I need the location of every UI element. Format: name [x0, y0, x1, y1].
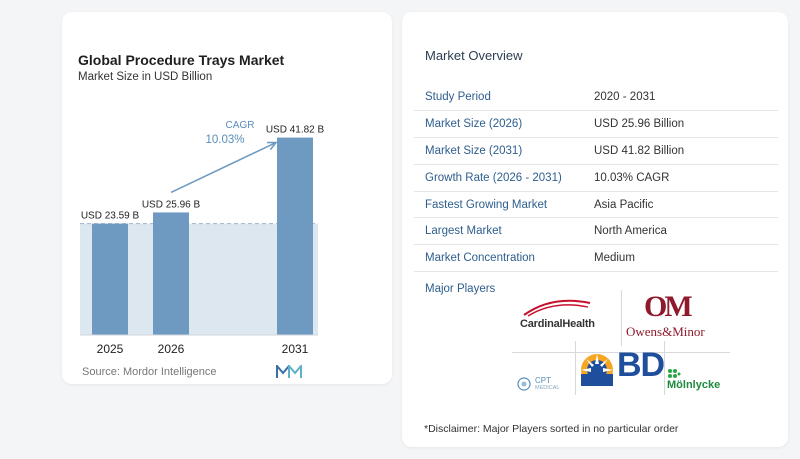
- molnlycke-dots-icon: [668, 369, 681, 378]
- x-tick-label: 2025: [97, 342, 124, 356]
- x-tick-label: 2026: [158, 342, 185, 356]
- disclaimer: *Disclaimer: Major Players sorted in no …: [424, 423, 679, 435]
- overview-table: Study Period 2020 - 2031 Market Size (202…: [414, 84, 778, 273]
- row-value: USD 25.96 Billion: [582, 110, 778, 139]
- bd-sunburst-icon: [581, 354, 613, 386]
- data-label: USD 25.96 B: [142, 199, 201, 210]
- cagr-label: CAGR: [226, 120, 255, 131]
- row-label: Growth Rate (2026 - 2031): [414, 164, 582, 192]
- bd-wordmark: BD: [617, 346, 665, 384]
- row-value: USD 41.82 Billion: [582, 137, 778, 165]
- bar: [277, 137, 313, 335]
- table-row: Fastest Growing Market Asia Pacific: [414, 191, 778, 219]
- row-label: Market Concentration: [414, 244, 582, 273]
- row-label: Study Period: [414, 84, 582, 112]
- cpt-medical-logo: CPT MEDICAL: [517, 375, 567, 397]
- row-value: Asia Pacific: [582, 191, 778, 219]
- row-value: Medium: [582, 244, 778, 273]
- owens-minor-logo: OM Owens&Minor: [626, 290, 730, 342]
- row-label: Largest Market: [414, 217, 582, 246]
- om-monogram: OM: [644, 290, 693, 323]
- cardinal-health-logo: CardinalHealth: [520, 297, 620, 337]
- row-label: Market Size (2031): [414, 137, 582, 165]
- cagr-arrowhead: [266, 141, 278, 151]
- row-value: 10.03% CAGR: [582, 164, 778, 192]
- logo-grid-divider: [512, 352, 730, 353]
- logo-grid-divider: [621, 290, 622, 346]
- data-label: USD 41.82 B: [266, 125, 325, 136]
- table-row: Market Size (2031) USD 41.82 Billion: [414, 137, 778, 165]
- bar: [92, 223, 128, 335]
- cardinal-health-wordmark: CardinalHealth: [520, 318, 595, 330]
- owens-minor-wordmark: Owens&Minor: [626, 324, 705, 339]
- table-row: Growth Rate (2026 - 2031) 10.03% CAGR: [414, 164, 778, 192]
- overview-title: Market Overview: [425, 48, 523, 63]
- row-value: 2020 - 2031: [582, 84, 778, 112]
- table-row: Study Period 2020 - 2031: [414, 84, 778, 112]
- cardinal-swoosh-icon: [523, 299, 591, 317]
- logo-grid-divider: [664, 341, 665, 395]
- bd-logo: BD: [579, 346, 665, 394]
- row-label: Market Size (2026): [414, 110, 582, 139]
- cagr-arrow: [170, 141, 277, 194]
- cpt-wordmark: CPT: [535, 376, 551, 385]
- chart-subtitle: Market Size in USD Billion: [78, 71, 213, 83]
- source-note: Source: Mordor Intelligence: [82, 366, 217, 378]
- x-tick-label: 2031: [282, 342, 309, 356]
- mordor-logo-icon: [276, 365, 302, 378]
- cpt-circle-icon: [517, 377, 531, 391]
- bar: [153, 212, 189, 335]
- row-label: Fastest Growing Market: [414, 191, 582, 219]
- row-value: North America: [582, 217, 778, 246]
- cpt-sub-wordmark: MEDICAL: [535, 385, 560, 391]
- data-label: USD 23.59 B: [81, 211, 140, 222]
- table-row: Market Concentration Medium: [414, 244, 778, 273]
- table-row: Market Size (2026) USD 25.96 Billion: [414, 110, 778, 139]
- table-row: Largest Market North America: [414, 217, 778, 246]
- bar-chart: USD 23.59 B 2025 USD 25.96 B 2026 USD 41.82 …: [80, 120, 325, 356]
- molnlycke-logo: Mölnlycke: [667, 369, 733, 394]
- molnlycke-wordmark: Mölnlycke: [667, 379, 721, 391]
- chart-title: Global Procedure Trays Market: [78, 52, 285, 68]
- logo-grid-divider: [575, 341, 576, 395]
- major-players-label: Major Players: [425, 283, 496, 295]
- cagr-value: 10.03%: [205, 134, 244, 146]
